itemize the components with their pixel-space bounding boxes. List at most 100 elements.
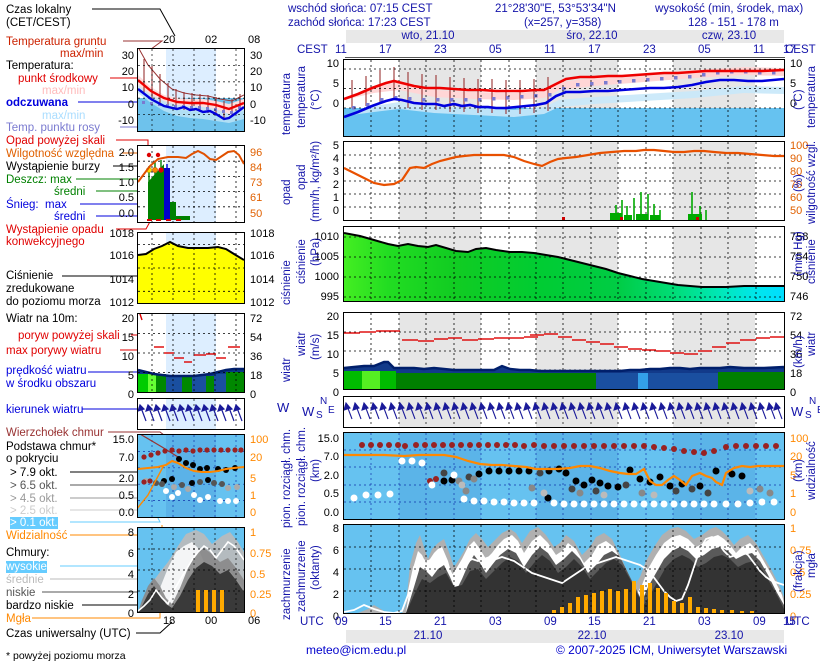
tick: 7.0 <box>323 451 339 463</box>
small-panel-cloud-base[interactable] <box>137 434 245 518</box>
tick: 4 <box>127 569 134 581</box>
tick: 18 <box>790 368 803 380</box>
cest-tick: 11 <box>753 44 765 56</box>
coordinates-text: 21°28'30"E, 53°53'34"N <box>495 3 616 15</box>
footer-email[interactable]: meteo@icm.edu.pl <box>306 643 407 657</box>
tick: 0.75 <box>790 545 812 557</box>
legend-okt-79: > 7.9 okt. <box>10 467 58 479</box>
tick: 10 <box>790 58 803 70</box>
tick: 1 <box>250 527 257 539</box>
tick: 61 <box>250 192 263 204</box>
legend-utc-time: Czas uniwersalny (UTC) <box>6 628 131 640</box>
tick: 0 <box>250 389 257 401</box>
small-top-tick-1: 02 <box>205 34 218 46</box>
legend-rain: Deszcz: max <box>6 174 72 186</box>
tick: 0 <box>790 507 797 519</box>
legend-visibility: Widzialność <box>6 530 68 542</box>
small-panel-wind-direction[interactable] <box>137 398 245 430</box>
tick: 5 <box>332 78 339 90</box>
main-axis-visibility-right-unit: (km) <box>793 459 805 482</box>
tick: 8 <box>332 523 339 535</box>
utc-tick: 15 <box>588 616 601 628</box>
grid-label: (x=257, y=358) <box>524 17 601 30</box>
tick: 1018 <box>109 228 134 240</box>
tick: 1 <box>790 488 797 500</box>
small-panel-wind[interactable] <box>137 313 245 393</box>
legend-temp-felt-minmax: max/min <box>42 110 86 122</box>
main-panel-precip[interactable] <box>343 141 785 221</box>
tick: 3 <box>332 166 339 178</box>
tick: 750 <box>790 271 809 283</box>
tick: 15 <box>326 330 339 342</box>
cest-tick: 17 <box>588 44 601 56</box>
tick: 758 <box>790 231 809 243</box>
axis-utc-left: UTC <box>300 616 324 628</box>
small-axis-temperature: temperatura <box>281 72 293 135</box>
compass-n-left: N <box>320 396 328 407</box>
tick: 4 <box>332 567 339 579</box>
legend-wind-speed-2: w środku obszaru <box>6 378 97 390</box>
legend-okt-45: > 4.5 okt. <box>10 493 58 505</box>
tick: 5 <box>332 140 339 152</box>
legend-cloud-base-1: Podstawa chmur* <box>6 441 97 453</box>
tick: 10 <box>250 82 263 94</box>
main-panel-cloud-cover[interactable] <box>343 524 785 614</box>
main-axis-wind-right-unit: (km/h) <box>793 335 805 368</box>
main-panel-cloud-base[interactable] <box>343 432 785 520</box>
footer-copyright: © 2007-2025 ICM, Uniwersytet Warszawski <box>556 643 788 657</box>
tick: 36 <box>250 351 263 363</box>
cest-tick: 11 <box>335 44 347 56</box>
small-compass-w: W <box>277 400 290 415</box>
main-axis-temperature-right-unit: (°C) <box>793 89 805 110</box>
small-top-tick-0: 20 <box>163 34 176 46</box>
legend-cloud-verylow: bardzo niskie <box>6 600 74 612</box>
tick: 5 <box>127 370 134 382</box>
small-top-tick-2: 08 <box>248 34 261 46</box>
legend-cloud-top: Wierzchołek chmur <box>6 427 104 439</box>
tick: 80 <box>790 166 803 178</box>
compass-left: N W E S <box>300 396 335 426</box>
tick: 2 <box>332 179 339 191</box>
sunrise-label: wschód słońca: 07:15 CEST <box>288 3 432 16</box>
legend-pressure-3: do poziomu morza <box>6 296 101 308</box>
small-panel-temperature[interactable] <box>137 48 245 132</box>
compass-w-left: W <box>302 404 315 419</box>
legend-conv-precip: Wystąpienie opadu <box>6 224 104 236</box>
main-axis-temperature-right: temperatura <box>806 65 818 128</box>
tick: 20 <box>121 66 134 78</box>
tick: 50 <box>250 208 263 220</box>
tick: 2 <box>127 589 134 601</box>
tick: 1012 <box>109 297 134 309</box>
tick: 0.5 <box>323 488 339 500</box>
tick: 0.5 <box>250 569 266 581</box>
main-panel-pressure[interactable] <box>343 226 785 302</box>
utc-tick: 15 <box>379 616 392 628</box>
main-panel-temperature[interactable] <box>343 59 785 137</box>
utc-tick: 15 <box>783 616 796 628</box>
tick: 90 <box>790 153 803 165</box>
compass-w-right: W <box>791 404 804 419</box>
utc-tick-row: 09 15 21 03 09 15 21 03 09 15 <box>335 616 796 629</box>
tick: 0.0 <box>323 507 339 519</box>
tick: 20 <box>326 311 339 323</box>
legend-temp-mid: punkt środkowy <box>18 73 98 85</box>
utc-tick: 09 <box>335 616 348 628</box>
small-panel-precip[interactable] <box>137 145 245 223</box>
tick: 1.0 <box>118 177 134 189</box>
tick: 72 <box>250 313 263 325</box>
tick: 10 <box>326 349 339 361</box>
tick: 0.75 <box>250 548 272 560</box>
compass-s-right: S <box>805 410 812 421</box>
tick: 2.0 <box>118 147 134 159</box>
compass-right: N W E S <box>789 396 820 426</box>
elevation-title: wysokość (min, środek, max) <box>655 3 803 16</box>
legend-wind-dir: kierunek wiatru <box>6 404 84 416</box>
small-panel-cloud-cover[interactable] <box>137 527 245 613</box>
tick: 0 <box>790 611 797 623</box>
main-panel-wind[interactable] <box>343 312 785 390</box>
tick: 2.0 <box>323 470 339 482</box>
cest-tick: 17 <box>379 44 392 56</box>
tick: 0 <box>127 608 134 620</box>
small-panel-pressure[interactable] <box>137 232 245 304</box>
main-panel-wind-direction[interactable] <box>343 396 785 428</box>
